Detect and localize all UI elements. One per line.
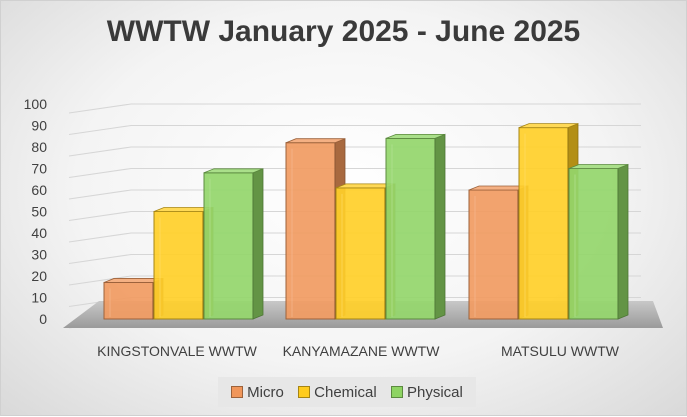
bar-front — [468, 189, 519, 320]
category-label: KINGSTONVALE WWTW — [97, 343, 257, 359]
bar-side — [252, 168, 264, 320]
legend-swatch — [298, 386, 311, 398]
y-tick-label: 90 — [31, 118, 47, 134]
bar — [568, 163, 629, 320]
y-tick-label: 100 — [24, 96, 48, 112]
bar-front — [518, 127, 569, 320]
bar-front — [153, 211, 204, 320]
bar-front — [203, 172, 254, 320]
y-tick-label: 40 — [31, 225, 47, 241]
y-tick-label: 0 — [39, 311, 47, 327]
legend-swatch — [390, 386, 403, 398]
legend-item: Chemical — [298, 384, 377, 401]
y-tick-label: 20 — [31, 268, 47, 284]
bar-front — [568, 168, 619, 320]
bar-side — [617, 163, 629, 320]
bar-front — [335, 187, 386, 320]
bar-top — [285, 138, 346, 144]
y-tick-label: 70 — [31, 161, 47, 177]
bar-front — [285, 142, 336, 320]
legend-item: Micro — [231, 384, 284, 401]
legend-label: Micro — [247, 383, 284, 401]
gridline — [68, 168, 641, 178]
bar — [385, 133, 446, 320]
legend-item: Physical — [390, 383, 463, 401]
bar — [203, 168, 264, 320]
y-tick-label: 80 — [31, 139, 47, 155]
bar-front — [385, 137, 436, 320]
bar-front — [103, 281, 154, 320]
legend-label: Chemical — [314, 383, 377, 401]
bar-top — [568, 164, 629, 169]
y-tick-label: 30 — [31, 247, 47, 263]
y-tick-label: 10 — [31, 290, 47, 306]
category-label: MATSULU WWTW — [501, 343, 620, 359]
legend-swatch — [231, 386, 244, 398]
chart-legend: Micro Chemical Physical — [218, 377, 476, 407]
gridline — [68, 146, 641, 157]
gridline — [68, 125, 641, 135]
bar — [285, 138, 346, 320]
category-label: KANYAMAZANE WWTW — [283, 343, 441, 359]
legend-label: Physical — [406, 383, 463, 401]
y-tick-label: 50 — [31, 204, 47, 220]
bar-top — [385, 133, 446, 139]
chart-title: WWTW January 2025 - June 2025 — [106, 15, 581, 48]
gridline — [68, 103, 641, 114]
bar-top — [518, 123, 579, 129]
y-tick-label: 60 — [31, 182, 47, 198]
bar-top — [203, 168, 264, 174]
bar-side — [434, 133, 446, 320]
